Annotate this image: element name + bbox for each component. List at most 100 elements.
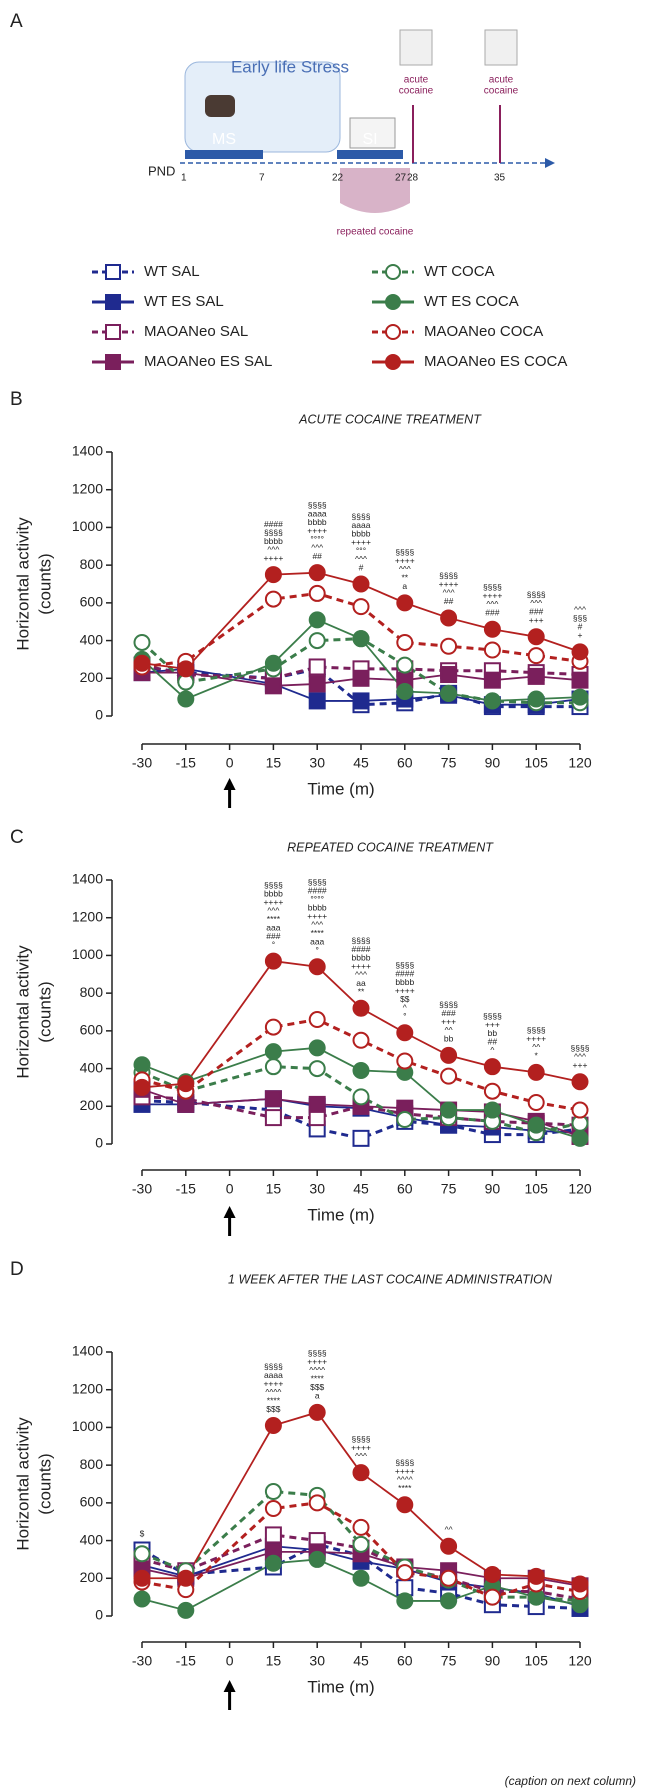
significance-label: °	[315, 945, 318, 955]
acute-label: cocaine	[484, 86, 519, 97]
significance-label: ++++	[351, 961, 371, 971]
marker	[440, 637, 458, 655]
significance-label: ^^^	[530, 598, 542, 608]
significance-label: §§§§	[308, 1348, 327, 1358]
marker	[527, 647, 545, 665]
marker	[264, 677, 282, 695]
marker	[352, 669, 370, 687]
significance-label: *	[535, 1051, 539, 1061]
y-tick-label: 0	[95, 1135, 103, 1151]
significance-label: ^^^	[355, 1451, 367, 1461]
y-tick-label: 1200	[72, 1380, 103, 1396]
x-tick-label: 75	[441, 1653, 457, 1669]
significance-label: §§§§	[352, 511, 371, 521]
y-tick-label: 0	[95, 1607, 103, 1623]
x-tick-label: 120	[568, 755, 592, 771]
significance-label: ##	[444, 596, 454, 606]
series-line	[141, 663, 581, 680]
y-tick-label: 400	[80, 631, 104, 647]
chart-title: ACUTE COCAINE TREATMENT	[298, 412, 482, 426]
significance-label: aaaa	[352, 520, 371, 530]
marker	[264, 952, 282, 970]
marker	[352, 630, 370, 648]
significance-label: ^^^	[399, 564, 411, 574]
marker	[105, 264, 121, 280]
marker	[396, 656, 414, 674]
significance-label: §§§§	[395, 960, 414, 970]
marker	[264, 1109, 282, 1127]
marker	[385, 354, 401, 370]
marker	[385, 294, 401, 310]
acute-label: acute	[489, 75, 514, 86]
marker	[352, 692, 370, 710]
marker	[264, 1500, 282, 1518]
box-icon	[399, 29, 433, 66]
x-tick-label: 30	[309, 755, 325, 771]
series-line	[141, 1046, 581, 1140]
marker	[396, 594, 414, 612]
significance-label: ^^^^	[397, 1474, 413, 1484]
marker	[308, 611, 326, 629]
significance-label: ++++	[263, 1378, 283, 1388]
day-label: 22	[332, 173, 344, 184]
y-tick-label: 200	[80, 1097, 104, 1113]
significance-label: ####	[264, 519, 283, 529]
x-axis-label: Time (m)	[307, 1205, 374, 1224]
x-tick-label: 15	[266, 1181, 282, 1197]
marker	[483, 641, 501, 659]
panel-letter: D	[10, 1259, 24, 1280]
chart-title: 1 WEEK AFTER THE LAST COCAINE ADMINISTRA…	[228, 1272, 553, 1286]
marker	[177, 1569, 195, 1587]
significance-label: §§§§	[527, 1025, 546, 1035]
marker	[133, 1590, 151, 1608]
significance-label: ^^^	[311, 542, 323, 552]
y-axis-label: (counts)	[35, 553, 54, 614]
y-tick-label: 800	[80, 556, 104, 572]
panel-letter: A	[10, 11, 23, 32]
marker	[527, 690, 545, 708]
significance-label: ####	[352, 944, 371, 954]
marker	[352, 575, 370, 593]
x-tick-label: 105	[525, 1181, 549, 1197]
significance-label: ++++	[351, 1442, 371, 1452]
marker	[527, 1116, 545, 1134]
x-tick-label: 105	[525, 755, 549, 771]
significance-label: §§§§	[571, 1043, 590, 1053]
significance-label: bbbb	[308, 517, 327, 527]
marker	[308, 1494, 326, 1512]
stress-label: Early life Stress	[231, 57, 349, 76]
marker	[527, 1063, 545, 1081]
significance-label: °°°°	[310, 534, 324, 544]
marker	[133, 654, 151, 672]
significance-label: +++	[485, 1019, 500, 1029]
marker	[308, 658, 326, 676]
marker	[308, 1039, 326, 1057]
y-tick-label: 1400	[72, 1343, 103, 1359]
pnd-label: PND	[148, 163, 175, 178]
marker	[483, 1566, 501, 1584]
marker	[440, 609, 458, 627]
y-axis-label: (counts)	[35, 981, 54, 1042]
significance-label: ++++	[307, 525, 327, 535]
x-tick-label: -30	[132, 1653, 152, 1669]
significance-label: °	[403, 1011, 406, 1021]
significance-label: a	[315, 1391, 320, 1401]
x-tick-label: 0	[226, 1653, 234, 1669]
marker	[483, 1101, 501, 1119]
marker	[352, 1088, 370, 1106]
marker	[308, 1011, 326, 1029]
significance-label: bbbb	[264, 536, 283, 546]
significance-label: §§§§	[483, 582, 502, 592]
significance-label: ##	[488, 1036, 498, 1046]
marker	[133, 1078, 151, 1096]
significance-label: ++++	[395, 556, 415, 566]
acute-label: cocaine	[399, 86, 434, 97]
ms-label: MS	[212, 131, 236, 148]
mouse-icon	[205, 95, 235, 117]
marker	[352, 598, 370, 616]
panel-letter: C	[10, 827, 24, 848]
marker	[308, 1060, 326, 1078]
series-line	[141, 591, 581, 669]
significance-label: §§§§	[527, 590, 546, 600]
significance-label: ^^	[445, 1025, 453, 1035]
